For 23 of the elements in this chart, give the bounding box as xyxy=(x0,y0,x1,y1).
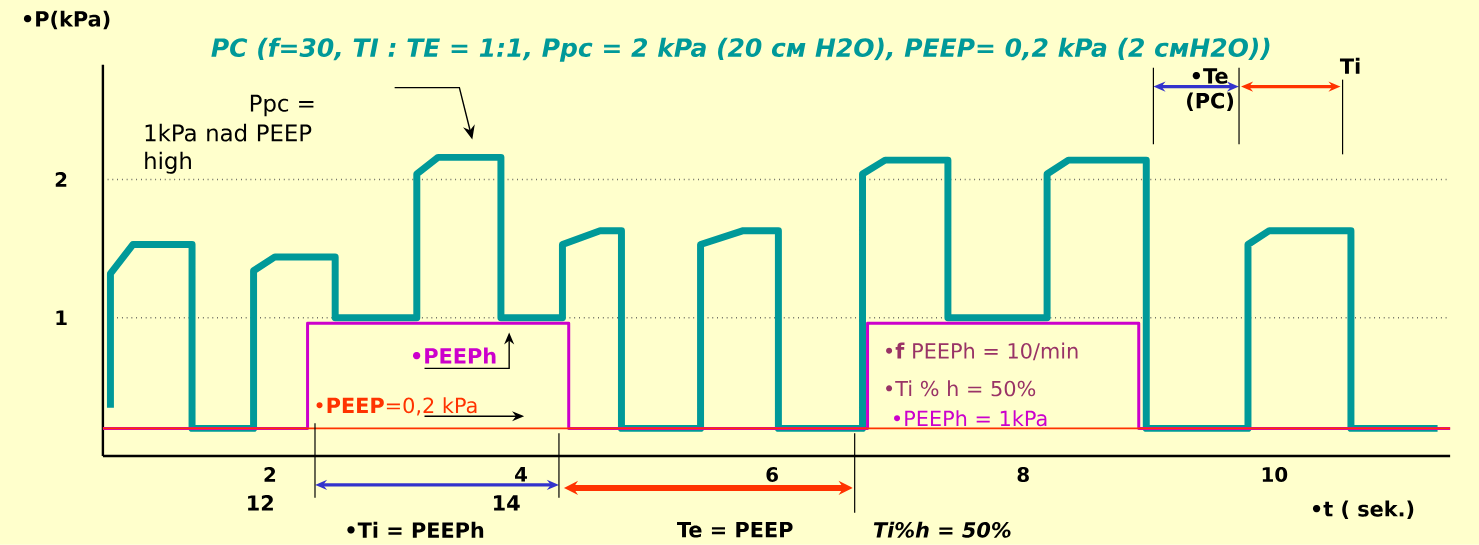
annotation: Ppc = xyxy=(250,95,314,117)
text: 12 xyxy=(248,495,273,511)
annotation: 1kPa nad PEEP high xyxy=(145,124,312,174)
x-axis-title: •t ( sek.) xyxy=(1312,500,1414,520)
text: Te = PEEP xyxy=(677,522,793,538)
y-tick-label: 1 xyxy=(56,310,67,326)
text: Ti%h = 50% xyxy=(873,521,1011,538)
x-tick-label: 10 xyxy=(1262,467,1288,483)
ref-line-label: •PEEP=0,2 kPa xyxy=(316,397,477,416)
text: 14 xyxy=(494,495,520,511)
x-tick-label: 2 xyxy=(264,467,276,482)
x-tick-label: 8 xyxy=(1017,467,1029,483)
series-label: •PEEPh xyxy=(412,347,496,364)
x-tick-label: 4 xyxy=(515,467,528,482)
annotation: •PEEPh = 1kPa xyxy=(894,410,1047,427)
annotation: Ti xyxy=(1339,57,1360,74)
chart-title: PC (f=30, TI : TE = 1:1, Ppc = 2 kPa (20 см H2O), PEEP= 0,2 kPa (2 смH2O)) xyxy=(211,37,1270,63)
x-tick-label: 6 xyxy=(766,467,778,483)
annotation: •Ti % h = 50% xyxy=(886,380,1036,397)
y-axis-title: •P(kPa) xyxy=(23,10,110,30)
annotation: •f PEEPh = 10/min xyxy=(886,342,1078,361)
annotation: •Te (PC) xyxy=(1187,68,1234,112)
text: •Ti = PEEPh xyxy=(347,522,484,538)
